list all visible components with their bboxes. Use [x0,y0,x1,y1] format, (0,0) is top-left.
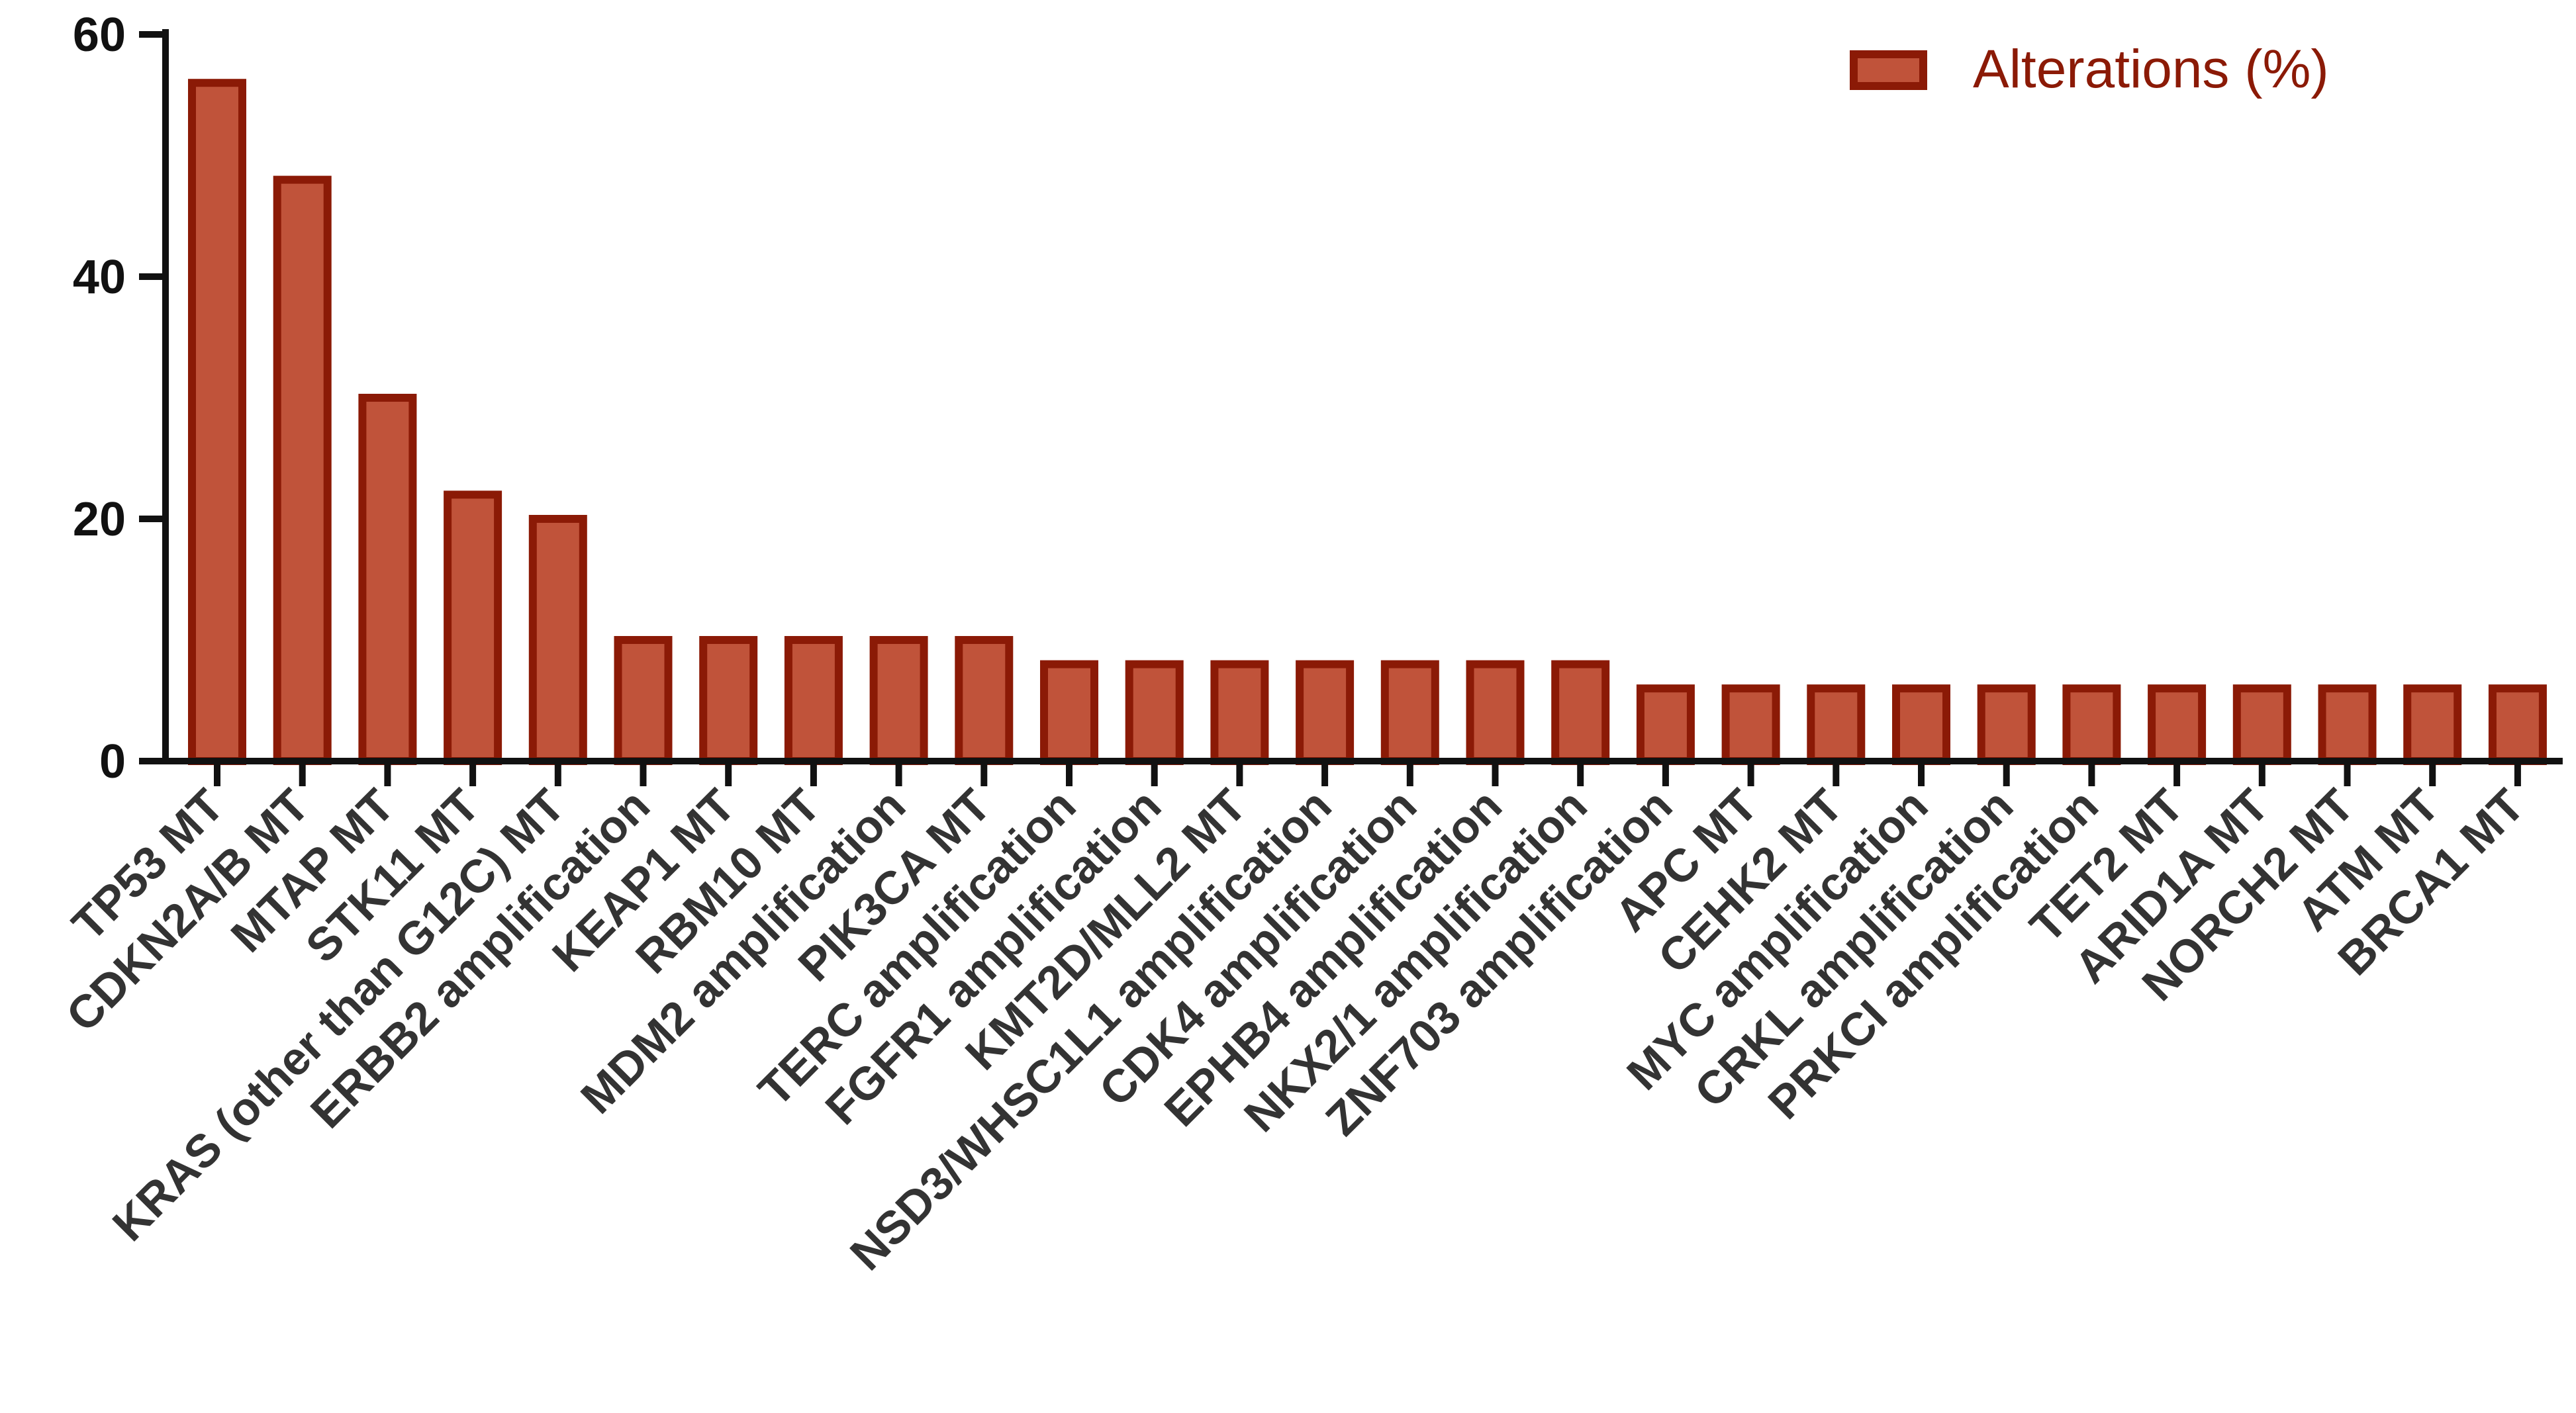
bar [1636,684,1695,765]
bar [1296,660,1355,765]
bar [1977,684,2036,765]
bar [955,636,1014,765]
bar [528,515,587,765]
bar [1125,660,1184,765]
legend-swatch [1850,50,1927,90]
bar [869,636,928,765]
y-tick-label: 60 [73,9,126,62]
bars-layer [188,79,2547,766]
y-tick-label: 20 [73,493,126,546]
bar [2488,684,2547,765]
bar [1380,660,1439,765]
bar [444,490,502,766]
bar [1892,684,1950,765]
bar [1807,684,1866,765]
bar [2062,684,2121,765]
bar [614,636,673,765]
bar [1466,660,1525,765]
bar [2403,684,2462,765]
bar [1551,660,1610,765]
bar [1721,684,1780,765]
bar [699,636,758,765]
axes-layer [139,29,2563,786]
bar [2232,684,2291,765]
bar [1210,660,1269,765]
bar [358,394,417,765]
y-tick-label: 0 [99,735,126,788]
y-tick-label: 40 [73,251,126,304]
bar [2318,684,2377,765]
bar [2148,684,2207,765]
bar [273,175,332,766]
legend: Alterations (%) [1850,39,2329,99]
bar [1040,660,1098,765]
legend-label: Alterations (%) [1973,39,2329,99]
bar [784,636,843,765]
bar [188,79,246,766]
